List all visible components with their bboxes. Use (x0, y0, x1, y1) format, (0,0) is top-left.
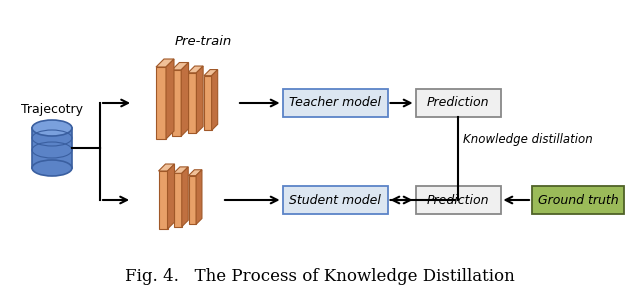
Polygon shape (189, 170, 202, 176)
Polygon shape (181, 63, 189, 136)
Polygon shape (168, 164, 175, 229)
Text: Prediction: Prediction (427, 97, 489, 109)
Text: Fig. 4.   The Process of Knowledge Distillation: Fig. 4. The Process of Knowledge Distill… (125, 268, 515, 285)
FancyBboxPatch shape (282, 186, 387, 214)
Polygon shape (32, 128, 72, 168)
FancyBboxPatch shape (532, 186, 624, 214)
Polygon shape (196, 66, 203, 133)
Polygon shape (212, 69, 218, 130)
Text: Prediction: Prediction (427, 193, 489, 207)
Polygon shape (204, 76, 212, 130)
Polygon shape (166, 59, 174, 139)
FancyBboxPatch shape (415, 89, 500, 117)
Polygon shape (188, 66, 203, 73)
Ellipse shape (32, 120, 72, 136)
Text: Pre-train: Pre-train (175, 35, 232, 48)
Ellipse shape (32, 160, 72, 176)
Text: Student model: Student model (289, 193, 381, 207)
Polygon shape (172, 70, 181, 136)
Polygon shape (159, 171, 168, 229)
Polygon shape (156, 59, 174, 67)
Polygon shape (156, 67, 166, 139)
FancyBboxPatch shape (415, 186, 500, 214)
Polygon shape (159, 164, 175, 171)
FancyBboxPatch shape (282, 89, 387, 117)
Polygon shape (173, 173, 182, 227)
Polygon shape (172, 63, 189, 70)
Text: Trajecotry: Trajecotry (21, 103, 83, 116)
Text: Teacher model: Teacher model (289, 97, 381, 109)
Text: Ground truth: Ground truth (538, 193, 618, 207)
Polygon shape (173, 167, 188, 173)
Text: Knowledge distillation: Knowledge distillation (463, 134, 593, 147)
Polygon shape (196, 170, 202, 224)
Polygon shape (182, 167, 188, 227)
Polygon shape (188, 73, 196, 133)
Polygon shape (189, 176, 196, 224)
Polygon shape (204, 69, 218, 76)
